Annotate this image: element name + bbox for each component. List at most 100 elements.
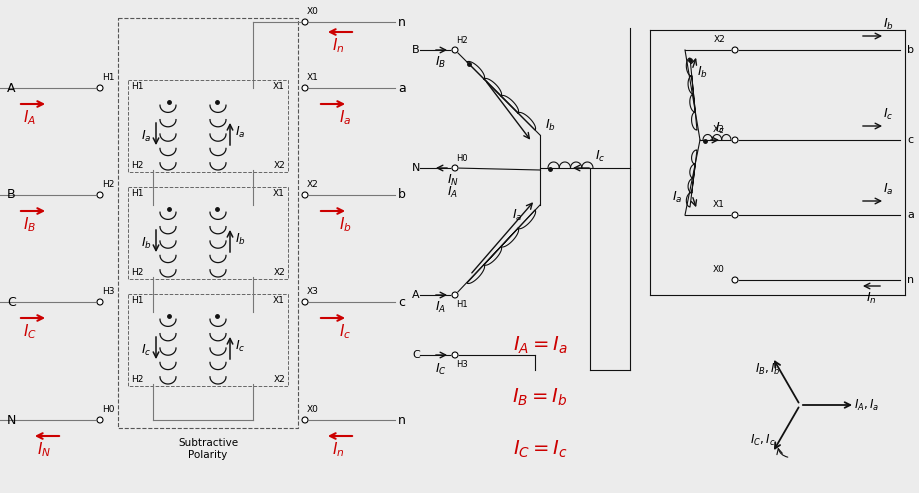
Text: $I_n$: $I_n$ (332, 36, 344, 55)
Text: $I_{A} = I_{a}$: $I_{A} = I_{a}$ (512, 334, 567, 355)
Text: $I_{a}$: $I_{a}$ (338, 108, 351, 127)
Text: H2: H2 (102, 180, 114, 189)
Text: $I_A$: $I_A$ (435, 299, 446, 315)
Text: H2: H2 (130, 375, 143, 384)
Text: X0: X0 (307, 7, 319, 16)
Text: X3: X3 (307, 287, 319, 296)
Text: X1: X1 (273, 82, 285, 91)
Circle shape (451, 165, 458, 171)
Text: $I_{A}$: $I_{A}$ (24, 108, 37, 127)
Circle shape (451, 292, 458, 298)
Text: $I_{c}$: $I_{c}$ (338, 322, 351, 341)
Text: $I_n$: $I_n$ (332, 441, 344, 459)
Circle shape (301, 85, 308, 91)
Text: X2: X2 (712, 35, 724, 44)
Text: H3: H3 (456, 360, 467, 369)
Text: $I_{c}$: $I_{c}$ (141, 343, 151, 357)
Text: A: A (7, 81, 16, 95)
Text: b: b (906, 45, 913, 55)
Text: X2: X2 (307, 180, 318, 189)
Circle shape (301, 19, 308, 25)
Text: X0: X0 (307, 405, 319, 414)
Circle shape (96, 417, 103, 423)
Text: A: A (412, 290, 420, 300)
Text: $I_C$: $I_C$ (435, 361, 447, 377)
Text: $I_c$: $I_c$ (714, 120, 724, 136)
Circle shape (732, 137, 737, 143)
Text: Subtractive
Polarity: Subtractive Polarity (177, 438, 238, 459)
Text: H3: H3 (102, 287, 114, 296)
Text: X1: X1 (273, 189, 285, 198)
Text: C: C (7, 295, 16, 309)
Text: B: B (7, 188, 16, 202)
Text: $I_{a}$: $I_{a}$ (141, 129, 151, 143)
Text: $I_{c}$: $I_{c}$ (234, 339, 245, 353)
Text: $I_b$: $I_b$ (697, 65, 707, 79)
Text: $I_{b}$: $I_{b}$ (882, 16, 893, 32)
Circle shape (301, 417, 308, 423)
Text: H1: H1 (456, 300, 467, 309)
Text: $I_b$: $I_b$ (544, 117, 555, 133)
Text: $I_{a}$: $I_{a}$ (882, 181, 892, 197)
Text: c: c (398, 295, 404, 309)
Text: c: c (906, 135, 913, 145)
Text: $I_A,I_a$: $I_A,I_a$ (854, 397, 879, 413)
Circle shape (301, 192, 308, 198)
Text: $I_N$: $I_N$ (37, 441, 51, 459)
Text: $I_{C}$: $I_{C}$ (23, 322, 37, 341)
Circle shape (301, 299, 308, 305)
Text: N: N (7, 414, 17, 426)
Circle shape (732, 277, 737, 283)
Text: N: N (411, 163, 420, 173)
Text: H1: H1 (130, 82, 143, 91)
Circle shape (96, 85, 103, 91)
Circle shape (732, 47, 737, 53)
Text: H1: H1 (102, 73, 114, 82)
Text: $I_{b}$: $I_{b}$ (141, 236, 152, 250)
Circle shape (96, 299, 103, 305)
Text: H1: H1 (130, 189, 143, 198)
Text: a: a (398, 81, 405, 95)
Text: b: b (398, 188, 405, 202)
Text: H2: H2 (130, 161, 143, 170)
Text: $I_{B}$: $I_{B}$ (23, 215, 37, 234)
Text: X1: X1 (307, 73, 319, 82)
Circle shape (451, 47, 458, 53)
Text: X0: X0 (712, 265, 724, 274)
Text: $I_{B} = I_{b}$: $I_{B} = I_{b}$ (512, 387, 567, 408)
Text: $I_{a}$: $I_{a}$ (234, 124, 245, 140)
Text: $I_c$: $I_c$ (595, 148, 605, 164)
Text: $I_A$: $I_A$ (447, 184, 458, 200)
Text: $I_N$: $I_N$ (447, 173, 459, 187)
Text: a: a (906, 210, 913, 220)
Text: B: B (412, 45, 420, 55)
Text: $I_B,I_b$: $I_B,I_b$ (754, 362, 779, 377)
Text: n: n (906, 275, 913, 285)
Text: $I_{c}$: $I_{c}$ (882, 106, 892, 122)
Text: $I_a$: $I_a$ (511, 208, 521, 222)
Text: X2: X2 (273, 161, 285, 170)
Text: H2: H2 (456, 36, 467, 45)
Text: H0: H0 (456, 154, 467, 163)
Text: $I_B$: $I_B$ (435, 54, 446, 70)
Text: n: n (398, 15, 405, 29)
Circle shape (732, 212, 737, 218)
Text: n: n (398, 414, 405, 426)
Text: X3: X3 (712, 125, 724, 134)
Text: $I_n$: $I_n$ (865, 290, 876, 306)
Text: X2: X2 (273, 268, 285, 277)
Text: H1: H1 (130, 296, 143, 305)
Text: $I_a$: $I_a$ (671, 189, 681, 205)
Text: H0: H0 (102, 405, 114, 414)
Text: C: C (412, 350, 420, 360)
Text: $I_{b}$: $I_{b}$ (234, 231, 245, 246)
Text: $I_C,I_c$: $I_C,I_c$ (749, 433, 775, 448)
Text: X2: X2 (273, 375, 285, 384)
Text: H2: H2 (130, 268, 143, 277)
Text: X1: X1 (273, 296, 285, 305)
Circle shape (96, 192, 103, 198)
Text: $I_{b}$: $I_{b}$ (338, 215, 351, 234)
Text: X1: X1 (712, 200, 724, 209)
Text: $I_{C} = I_{c}$: $I_{C} = I_{c}$ (512, 438, 567, 459)
Circle shape (451, 352, 458, 358)
